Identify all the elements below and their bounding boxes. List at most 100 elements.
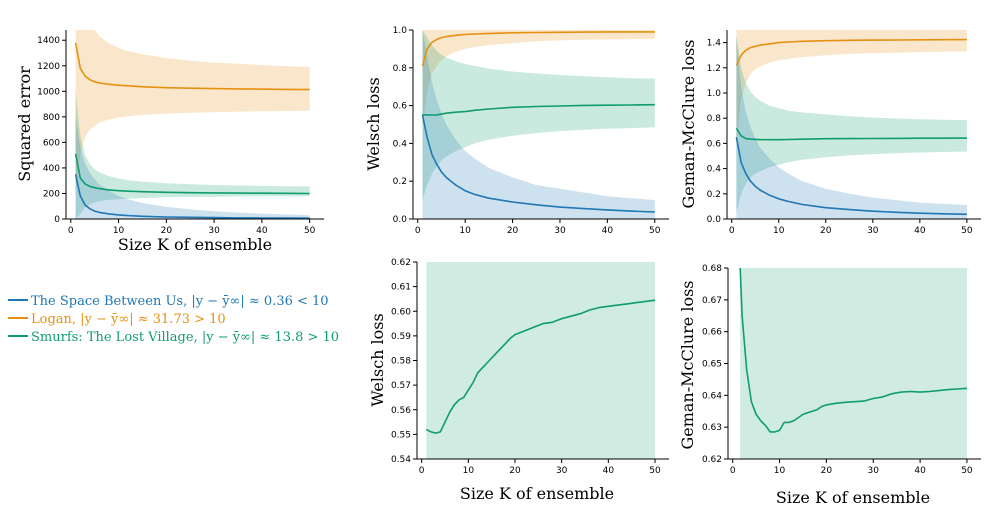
geman-top-y-tick-label: 0.8 [707,114,722,124]
squared-error-x-tick-label: 0 [68,226,74,236]
welsch-zoom-x-tick-label: 0 [419,466,425,476]
geman-top-y-tick-label: 1.2 [707,64,721,74]
welsch-top-y-tick-label: 0.0 [393,215,408,225]
squared-error-y-tick-label: 1400 [37,36,60,46]
geman-top-y-tick-label: 0.2 [707,190,721,200]
squared-error-y-tick-label: 1200 [37,62,60,72]
welsch-top-y-tick-label: 0.4 [393,139,408,149]
welsch-zoom-y-tick-label: 0.57 [391,381,411,391]
geman-top-band-the-space-between-us [736,36,967,219]
welsch-top-x-tick-label: 50 [649,226,661,236]
geman-zoom-y-tick-label: 0.63 [702,423,722,433]
welsch-top-y-label: Welsch loss [364,77,383,170]
geman-top-y-tick-label: 0.6 [707,139,722,149]
squared-error-x-tick-label: 40 [256,226,268,236]
geman-zoom-y-tick-label: 0.68 [702,264,722,274]
welsch-top-x-tick-label: 0 [415,226,421,236]
geman-top-y-tick-label: 0.4 [707,165,722,175]
geman-zoom-x-tick-label: 0 [730,466,736,476]
geman-top-y-tick-label: 1.0 [707,89,722,99]
legend-label-blue: The Space Between Us, |y − ȳ∞| ≈ 0.36 < … [31,294,329,309]
welsch-zoom-confidence-band [426,262,655,459]
welsch-zoom-x-tick-label: 50 [649,466,661,476]
squared-error-y-tick-label: 0 [54,215,60,225]
legend-label-orange: Logan, |y − ȳ∞| ≈ 31.73 > 10 [31,312,226,327]
welsch-top-band-logan [422,30,655,125]
geman-top-x-tick-label: 0 [729,226,735,236]
legend: The Space Between Us, |y − ȳ∞| ≈ 0.36 < … [8,294,339,345]
welsch-zoom-y-tick-label: 0.55 [391,430,411,440]
squared-error-x-tick-label: 10 [113,226,125,236]
squared-error-panel: 0 10 20 30 40 50 0 200 400 600 800 1000 1200 1400 Squ… [15,30,324,254]
welsch-top-y-tick-label: 1.0 [393,26,408,36]
welsch-top-x-tick-label: 10 [459,226,471,236]
geman-top-x-tick-label: 30 [867,226,879,236]
geman-top-line-smurfs-the-lost-village [735,127,967,141]
welsch-zoom-y-tick-label: 0.54 [391,455,411,465]
geman-top-band-logan [736,30,967,144]
welsch-zoom-x-label: Size K of ensemble [460,484,614,503]
squared-error-line-smurfs-the-lost-village [74,153,310,195]
welsch-zoom-y-label: Welsch loss [368,313,387,406]
welsch-top-y-tick-label: 0.6 [393,102,408,112]
geman-top-band-smurfs-the-lost-village [736,36,967,213]
welsch-zoom-x-tick-label: 40 [603,466,615,476]
geman-zoom-x-tick-label: 50 [961,466,973,476]
geman-zoom-y-tick-label: 0.67 [702,296,722,306]
squared-error-band-logan [75,30,310,194]
squared-error-x-tick-label: 50 [304,226,316,236]
welsch-top-x-tick-label: 40 [602,226,614,236]
geman-top-x-tick-label: 20 [820,226,832,236]
welsch-top-line-logan [421,31,655,67]
geman-zoom-confidence-band [740,268,967,459]
welsch-top-band-smurfs-the-lost-village [422,30,655,201]
squared-error-y-label: Squared error [15,66,34,182]
squared-error-y-tick-label: 1000 [37,87,60,97]
welsch-zoom-y-tick-label: 0.62 [391,258,411,268]
squared-error-line-logan [74,42,310,91]
geman-zoom-line-smurfs-the-lost-village [739,268,967,433]
squared-error-band-the-space-between-us [75,116,310,219]
welsch-top-band-the-space-between-us [422,30,655,219]
geman-top-x-tick-label: 40 [914,226,926,236]
welsch-top-y-tick-label: 0.8 [393,64,408,74]
squared-error-y-tick-label: 400 [43,164,60,174]
geman-zoom-y-tick-label: 0.65 [702,360,722,370]
geman-zoom-x-tick-label: 20 [821,466,833,476]
welsch-zoom-y-tick-label: 0.61 [391,283,411,293]
squared-error-y-tick-label: 200 [43,189,60,199]
geman-zoom-y-tick-label: 0.62 [702,455,722,465]
geman-top-line-logan [735,38,967,66]
geman-top-panel: 0 10 20 30 40 50 0.0 0.2 0.4 0.6 0.8 1.0 1.2 1.4 Gema… [679,30,981,236]
geman-top-y-tick-label: 1.4 [707,39,722,49]
geman-top-line-the-space-between-us [735,136,967,216]
geman-zoom-x-tick-label: 10 [774,466,786,476]
geman-zoom-panel: 0 10 20 30 40 500.620.630.640.650.660.670.68 … [678,264,981,507]
welsch-zoom-y-tick-label: 0.58 [391,357,411,367]
geman-zoom-y-tick-label: 0.66 [702,328,722,338]
squared-error-band-smurfs-the-lost-village [75,91,310,219]
geman-zoom-x-label: Size K of ensemble [776,488,930,507]
welsch-top-line-smurfs-the-lost-village [422,103,655,116]
geman-zoom-x-tick-label: 40 [914,466,926,476]
squared-error-line-the-space-between-us [74,174,310,219]
geman-zoom-y-tick-label: 0.64 [702,391,722,401]
geman-top-x-tick-label: 50 [961,226,973,236]
squared-error-x-label: Size K of ensemble [118,235,272,254]
welsch-zoom-panel: 0 10 20 30 40 50 0.54 0.55 0.56 0.57 0.58 0.59 0.60 0… [368,258,669,503]
welsch-top-line-the-space-between-us [421,114,655,213]
squared-error-x-tick-label: 30 [208,226,220,236]
welsch-zoom-x-tick-label: 30 [556,466,568,476]
geman-zoom-y-label: Geman-McClure loss [678,280,697,449]
welsch-top-y-tick-label: 0.2 [393,177,407,187]
legend-label-green: Smurfs: The Lost Village, |y − ȳ∞| ≈ 13.… [31,330,339,345]
squared-error-y-tick-label: 800 [43,113,60,123]
welsch-zoom-line-smurfs-the-lost-village [425,299,656,434]
welsch-zoom-x-tick-label: 20 [509,466,521,476]
welsch-zoom-x-tick-label: 10 [463,466,475,476]
squared-error-y-tick-label: 600 [43,138,60,148]
geman-top-y-tick-label: 0.0 [707,215,722,225]
welsch-zoom-y-tick-label: 0.56 [391,406,411,416]
geman-top-x-tick-label: 10 [773,226,785,236]
